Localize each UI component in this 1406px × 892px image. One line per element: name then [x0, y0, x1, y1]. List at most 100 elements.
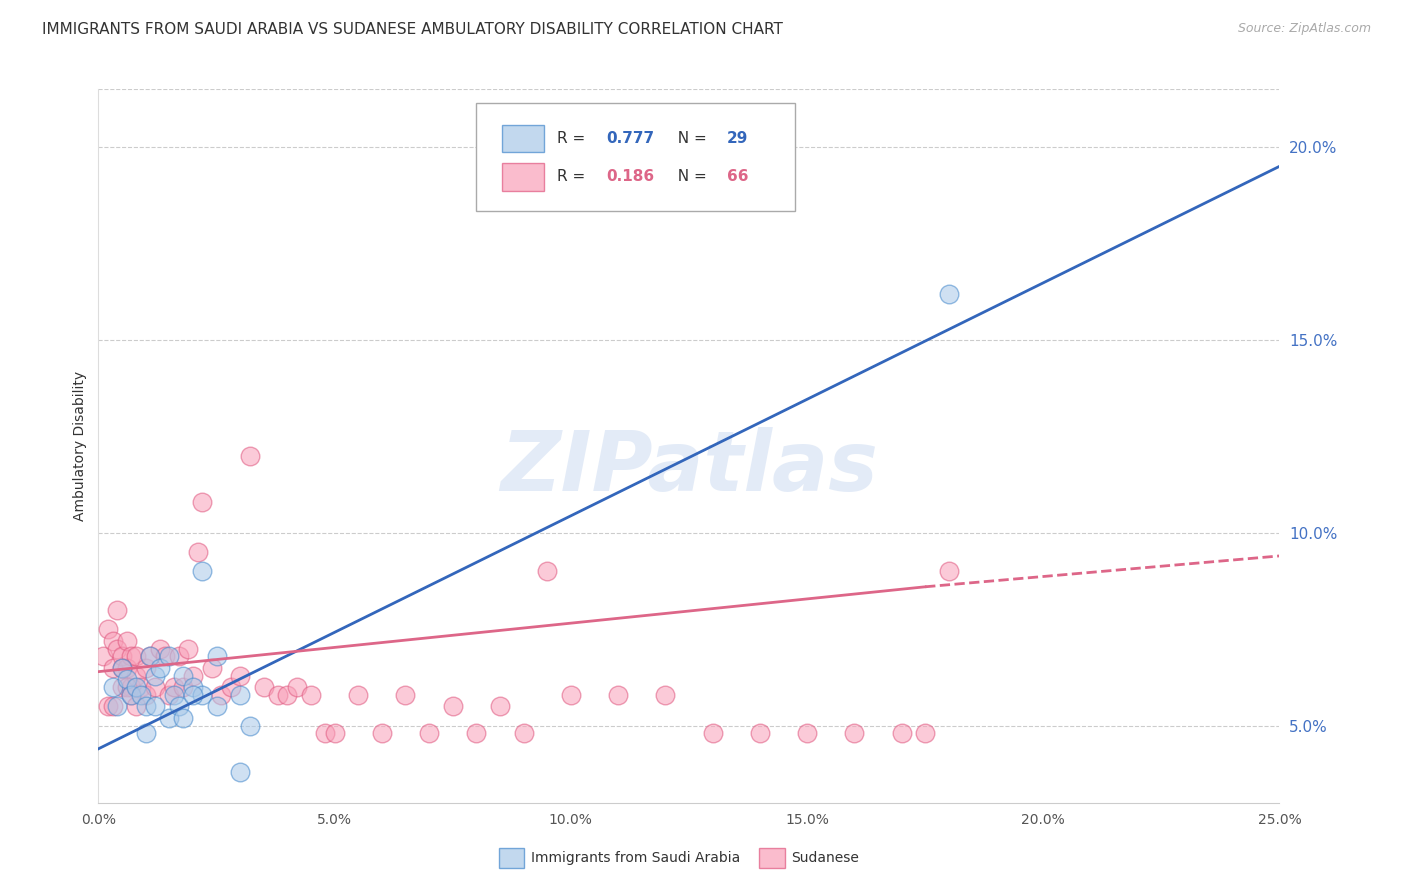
Text: R =: R =: [557, 131, 589, 146]
Text: N =: N =: [668, 169, 711, 185]
Point: [172, 711, 194, 725]
Point: [748, 726, 770, 740]
Point: [172, 680, 194, 694]
Point: [191, 495, 214, 509]
Point: [187, 545, 209, 559]
Point: [135, 699, 157, 714]
Point: [702, 726, 724, 740]
Point: [163, 688, 186, 702]
Point: [135, 688, 157, 702]
Point: [267, 688, 290, 702]
Point: [157, 711, 180, 725]
Point: [125, 668, 148, 682]
FancyBboxPatch shape: [477, 103, 796, 211]
FancyBboxPatch shape: [502, 125, 544, 152]
Point: [143, 668, 166, 682]
Point: [121, 649, 143, 664]
Point: [111, 649, 134, 664]
Point: [191, 565, 214, 579]
Text: 29: 29: [727, 131, 748, 146]
Point: [163, 680, 186, 694]
Point: [229, 688, 252, 702]
Point: [101, 680, 124, 694]
Point: [314, 726, 336, 740]
Point: [115, 680, 138, 694]
Point: [101, 699, 124, 714]
Point: [938, 565, 960, 579]
Point: [890, 726, 912, 740]
Point: [105, 603, 128, 617]
FancyBboxPatch shape: [502, 163, 544, 191]
Point: [125, 649, 148, 664]
Point: [129, 680, 152, 694]
Point: [209, 688, 232, 702]
Point: [135, 726, 157, 740]
Point: [121, 688, 143, 702]
Text: Source: ZipAtlas.com: Source: ZipAtlas.com: [1237, 22, 1371, 36]
Point: [394, 688, 416, 702]
Text: Immigrants from Saudi Arabia: Immigrants from Saudi Arabia: [531, 851, 741, 865]
Point: [143, 699, 166, 714]
Point: [149, 641, 172, 656]
Point: [560, 688, 582, 702]
Point: [418, 726, 440, 740]
Text: IMMIGRANTS FROM SAUDI ARABIA VS SUDANESE AMBULATORY DISABILITY CORRELATION CHART: IMMIGRANTS FROM SAUDI ARABIA VS SUDANESE…: [42, 22, 783, 37]
Point: [205, 699, 228, 714]
Point: [105, 699, 128, 714]
Point: [125, 680, 148, 694]
Point: [536, 565, 558, 579]
Point: [115, 673, 138, 687]
Point: [121, 688, 143, 702]
Point: [153, 649, 176, 664]
Text: N =: N =: [668, 131, 711, 146]
Point: [299, 688, 322, 702]
Point: [347, 688, 370, 702]
Point: [135, 661, 157, 675]
Point: [129, 688, 152, 702]
Point: [441, 699, 464, 714]
Point: [181, 680, 204, 694]
Point: [97, 622, 120, 636]
Point: [914, 726, 936, 740]
Point: [172, 668, 194, 682]
Point: [796, 726, 818, 740]
Point: [177, 641, 200, 656]
Y-axis label: Ambulatory Disability: Ambulatory Disability: [73, 371, 87, 521]
Point: [167, 649, 190, 664]
Point: [201, 661, 224, 675]
Point: [465, 726, 488, 740]
Point: [489, 699, 512, 714]
Point: [111, 680, 134, 694]
Point: [97, 699, 120, 714]
Point: [139, 649, 162, 664]
Point: [844, 726, 866, 740]
Point: [229, 668, 252, 682]
Text: R =: R =: [557, 169, 589, 185]
Point: [205, 649, 228, 664]
Point: [323, 726, 346, 740]
Text: 0.777: 0.777: [606, 131, 654, 146]
Point: [139, 649, 162, 664]
Point: [167, 699, 190, 714]
Point: [143, 680, 166, 694]
Point: [219, 680, 242, 694]
Point: [191, 688, 214, 702]
Point: [101, 633, 124, 648]
Point: [111, 661, 134, 675]
Point: [125, 699, 148, 714]
Point: [654, 688, 676, 702]
Point: [239, 449, 262, 463]
Point: [157, 688, 180, 702]
Point: [229, 764, 252, 779]
Text: 66: 66: [727, 169, 748, 185]
Point: [157, 649, 180, 664]
Point: [512, 726, 534, 740]
Point: [91, 649, 114, 664]
Text: 0.186: 0.186: [606, 169, 654, 185]
Point: [101, 661, 124, 675]
Point: [121, 680, 143, 694]
Point: [105, 641, 128, 656]
Point: [115, 661, 138, 675]
Text: ZIPatlas: ZIPatlas: [501, 427, 877, 508]
Point: [111, 661, 134, 675]
